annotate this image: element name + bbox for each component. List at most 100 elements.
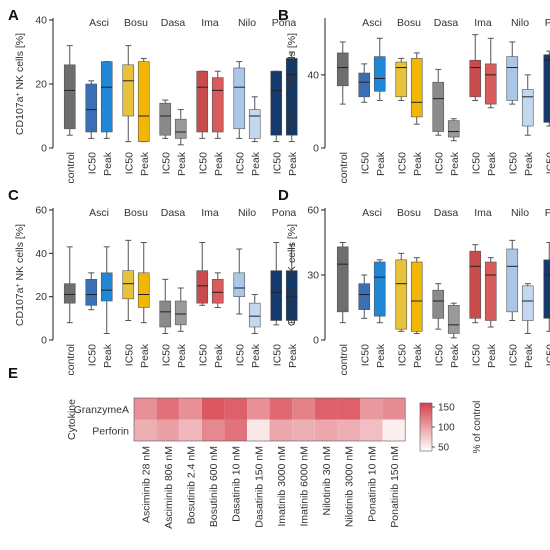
x-tick-label: Peak (486, 151, 498, 176)
group-label-pona: Pona (272, 207, 297, 219)
heatmap-column-label: Bosutinib 2.4 nM (186, 446, 198, 524)
box-nilo-peak (248, 109, 261, 139)
group-label-bosu: Bosu (397, 207, 421, 219)
x-tick-label: Peak (375, 151, 387, 176)
x-tick-label: Peak (176, 151, 188, 176)
group-label-dasa: Dasa (434, 207, 459, 219)
y-tick-label: 20 (35, 79, 47, 91)
x-tick-label: IC50 (160, 344, 172, 366)
box-ima-ic50 (196, 270, 209, 304)
x-tick-label: IC50 (544, 344, 550, 366)
y-tick-label: 0 (41, 335, 47, 347)
box-bosu-ic50 (122, 64, 135, 117)
group-label-nilo: Nilo (238, 17, 256, 29)
group-label-bosu: Bosu (397, 17, 421, 29)
box-dasa-peak (174, 300, 187, 326)
x-tick-label: IC50 (234, 152, 246, 174)
panel-label: D (278, 187, 289, 204)
box-nilo-ic50 (233, 272, 246, 297)
heatmap-cell (314, 419, 338, 441)
panel-label: A (8, 7, 19, 24)
heatmap-cell (247, 419, 270, 441)
x-tick-label: Peak (523, 343, 535, 368)
box-ima-peak (484, 261, 497, 321)
x-tick-label: IC50 (359, 344, 371, 366)
group-label-asci: Asci (362, 207, 382, 219)
heatmap-column-label: Imatinib 3000 nM (276, 446, 288, 527)
x-tick-label: Peak (102, 151, 114, 176)
box-asci-peak (100, 61, 113, 133)
y-axis-label: CD107a+ NK cells [%] (14, 224, 26, 326)
group-label-pona: Pona (545, 207, 550, 219)
group-label-pona: Pona (272, 17, 297, 29)
y-axis-label-text: NK cells [%] (14, 224, 26, 284)
box-bosu-ic50 (395, 259, 408, 330)
heatmap-border (133, 397, 406, 442)
box-ima-peak (211, 77, 224, 133)
x-tick-label: Peak (287, 151, 299, 176)
heatmap-cell (179, 398, 202, 420)
y-axis-label-text: CD107a (14, 287, 26, 326)
panel-label: E (8, 365, 18, 382)
box-ima-ic50 (469, 59, 482, 98)
x-tick-label: IC50 (197, 344, 209, 366)
x-tick-label: control (338, 344, 350, 376)
box-bosu-peak (137, 272, 150, 308)
box-nilo-ic50 (233, 67, 246, 130)
group-label-asci: Asci (89, 17, 109, 29)
panel-label: C (8, 187, 19, 204)
x-tick-label: IC50 (544, 152, 550, 174)
x-tick-label: IC50 (470, 152, 482, 174)
x-tick-label: Peak (287, 343, 299, 368)
x-tick-label: Peak (139, 343, 151, 368)
box-control-control (336, 52, 349, 87)
heatmap-cell (292, 398, 315, 420)
heatmap-row-axis-label: Cytokine (66, 399, 78, 440)
x-tick-label: Peak (486, 343, 498, 368)
box-pona-ic50 (543, 54, 550, 123)
y-tick-label: 40 (35, 15, 47, 27)
box-dasa-ic50 (432, 81, 445, 132)
heatmap-cell (382, 398, 406, 420)
heatmap-column-label: Nilotinib 3000 nM (344, 446, 356, 527)
heatmap-cell (201, 398, 225, 420)
x-tick-label: IC50 (470, 344, 482, 366)
y-tick-label: 60 (307, 205, 319, 217)
heatmap-cell (269, 419, 293, 441)
y-axis-label-text: NK cells [%] (14, 33, 26, 93)
heatmap-column-label: Imatinib 6000 nM (299, 446, 311, 527)
heatmap-column-label: Dasatinib 150 nM (253, 446, 265, 528)
x-tick-label: Peak (213, 343, 225, 368)
x-tick-label: Peak (213, 151, 225, 176)
group-label-asci: Asci (89, 207, 109, 219)
heatmap-column-label: Bosutinib 600 nM (208, 446, 220, 527)
y-axis-label: CD107a+ NK cells [%] (14, 33, 26, 135)
heatmap-cell (224, 419, 247, 441)
group-label-nilo: Nilo (511, 207, 529, 219)
heatmap-cell (156, 398, 180, 420)
x-tick-label: control (65, 344, 77, 376)
heatmap-row-label: GranzymeA (74, 404, 129, 416)
y-tick-label: 0 (313, 143, 319, 155)
group-label-bosu: Bosu (124, 207, 148, 219)
y-axis-label: CD107a+ NK cells [%] (286, 224, 298, 326)
x-tick-label: control (338, 152, 350, 184)
box-control-control (336, 246, 349, 313)
box-nilo-ic50 (506, 248, 519, 313)
box-asci-ic50 (358, 283, 371, 310)
x-tick-label: IC50 (160, 152, 172, 174)
box-asci-ic50 (358, 72, 371, 98)
heatmap-column-label: Ponatinib 150 nM (389, 446, 401, 528)
heatmap-cell (179, 419, 202, 441)
x-tick-label: IC50 (271, 152, 283, 174)
colorbar-tick-label: 50 (438, 443, 450, 454)
group-label-asci: Asci (362, 17, 382, 29)
x-tick-label: IC50 (86, 152, 98, 174)
box-pona-ic50 (270, 270, 283, 321)
heatmap-column-label: Asciminib 28 nM (140, 446, 152, 523)
box-asci-ic50 (85, 279, 98, 306)
heatmap-cell (201, 419, 225, 441)
x-tick-label: IC50 (507, 344, 519, 366)
box-bosu-peak (410, 261, 423, 332)
panel-label: B (278, 7, 289, 24)
